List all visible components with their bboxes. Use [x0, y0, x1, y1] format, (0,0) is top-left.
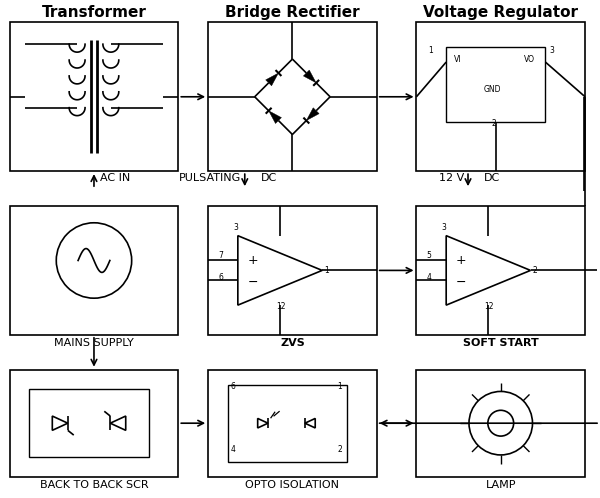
Text: −: −	[456, 276, 466, 289]
Text: 12: 12	[276, 302, 286, 311]
Bar	[416, 206, 585, 335]
Text: PULSATING: PULSATING	[179, 173, 241, 183]
Text: +: +	[247, 254, 258, 267]
Polygon shape	[304, 70, 316, 83]
Text: 2: 2	[337, 445, 342, 454]
Text: MAINS SUPPLY: MAINS SUPPLY	[54, 338, 134, 348]
Text: 1: 1	[324, 266, 329, 275]
Text: 2: 2	[492, 119, 497, 127]
Bar	[10, 370, 178, 477]
Text: 2: 2	[532, 266, 537, 275]
Bar	[228, 384, 347, 462]
Text: LAMP: LAMP	[485, 480, 516, 490]
Text: −: −	[247, 276, 258, 289]
Text: 4: 4	[427, 273, 431, 282]
Text: Voltage Regulator: Voltage Regulator	[423, 5, 578, 20]
Text: 3: 3	[550, 46, 554, 55]
Text: VO: VO	[524, 55, 535, 64]
Text: BACK TO BACK SCR: BACK TO BACK SCR	[40, 480, 148, 490]
Bar	[208, 370, 377, 477]
Bar	[208, 22, 377, 171]
Text: 5: 5	[427, 251, 431, 260]
Bar	[29, 389, 149, 457]
Text: 12 V: 12 V	[439, 173, 464, 183]
Text: VI: VI	[454, 55, 461, 64]
Text: 3: 3	[442, 223, 446, 232]
Text: OPTO ISOLATION: OPTO ISOLATION	[245, 480, 340, 490]
Text: 1: 1	[428, 46, 433, 55]
Text: Transformer: Transformer	[41, 5, 146, 20]
Text: 7: 7	[218, 251, 223, 260]
Text: 3: 3	[233, 223, 238, 232]
Polygon shape	[266, 73, 278, 86]
Text: AC IN: AC IN	[100, 173, 130, 183]
Text: GND: GND	[484, 85, 502, 94]
Text: 1: 1	[337, 382, 342, 391]
Bar	[416, 22, 585, 171]
Text: +: +	[456, 254, 466, 267]
Polygon shape	[307, 108, 319, 121]
Bar	[208, 206, 377, 335]
Bar	[10, 22, 178, 171]
Bar	[10, 206, 178, 335]
Text: DC: DC	[484, 173, 500, 183]
Polygon shape	[269, 111, 281, 124]
Text: DC: DC	[260, 173, 277, 183]
Text: 6: 6	[218, 273, 223, 282]
Text: 4: 4	[231, 445, 236, 454]
Text: ZVS: ZVS	[280, 338, 305, 348]
Text: 12: 12	[484, 302, 494, 311]
Bar	[446, 47, 545, 122]
Text: Bridge Rectifier: Bridge Rectifier	[225, 5, 360, 20]
Text: SOFT START: SOFT START	[463, 338, 539, 348]
Text: 6: 6	[231, 382, 236, 391]
Bar	[416, 370, 585, 477]
